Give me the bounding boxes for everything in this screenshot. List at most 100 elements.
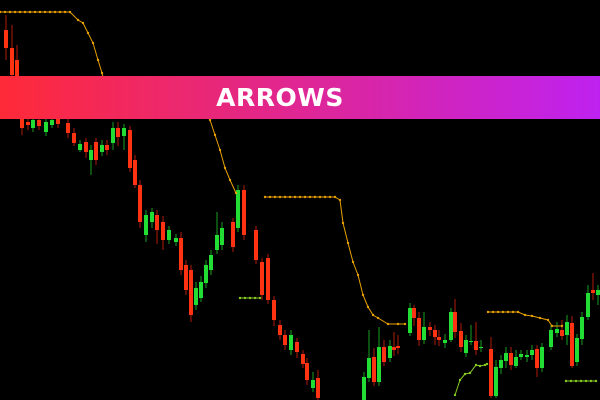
- bull-candle: [204, 265, 208, 283]
- bull-candle: [575, 338, 579, 362]
- trailing-stop-line-dot: [338, 198, 342, 202]
- trailing-stop-line: [0, 11, 107, 91]
- trailing-stop-line-dot: [371, 313, 375, 317]
- trailing-stop-line-dot: [100, 71, 104, 75]
- bear-candle: [26, 122, 30, 125]
- trailing-stop-line-dot: [86, 31, 90, 35]
- trailing-stop-line-dot: [351, 260, 355, 264]
- bear-candle: [412, 308, 416, 318]
- bull-candle: [215, 235, 219, 250]
- bull-candle: [174, 238, 178, 242]
- trailing-stop-line-dot: [268, 195, 272, 199]
- bull-candle: [479, 347, 483, 348]
- trailing-support-line-dot: [463, 372, 467, 376]
- trailing-support-line-dot: [478, 364, 482, 368]
- trailing-stop-line-dot: [538, 316, 542, 320]
- bull-candle: [31, 120, 35, 128]
- bear-candle: [278, 325, 282, 335]
- trailing-support-line-dot: [483, 363, 487, 367]
- bear-candle: [266, 258, 270, 300]
- bear-candle: [560, 330, 564, 336]
- bear-candle: [66, 123, 70, 133]
- trailing-stop-line-dot: [506, 310, 510, 314]
- bear-candle: [128, 130, 132, 168]
- trailing-stop-line-dot: [550, 324, 554, 328]
- bull-candle: [377, 347, 381, 382]
- bear-candle: [591, 290, 595, 293]
- trailing-stop-line-dot: [218, 148, 222, 152]
- bear-candle: [161, 222, 165, 240]
- bear-candle: [260, 262, 264, 295]
- bear-candle: [428, 327, 432, 330]
- trailing-stop-line-dot: [58, 10, 62, 14]
- trailing-stop-line-dot: [501, 310, 505, 314]
- bull-candle: [236, 190, 240, 228]
- bull-candle: [44, 122, 48, 132]
- bull-candle: [596, 290, 600, 295]
- trailing-stop-line: [265, 196, 405, 325]
- bull-candle: [422, 327, 426, 340]
- bear-candle: [37, 120, 41, 126]
- trailing-stop-line-dot: [496, 310, 500, 314]
- bull-candle: [408, 308, 412, 333]
- bull-candle: [362, 377, 366, 400]
- trailing-support-line-dot: [594, 379, 598, 383]
- bull-candle: [194, 288, 198, 305]
- trailing-stop-line-dot: [293, 195, 297, 199]
- trailing-stop-line-dot: [313, 195, 317, 199]
- trailing-stop-line-dot: [396, 322, 400, 326]
- bull-candle: [469, 341, 473, 342]
- bull-candle: [199, 282, 203, 298]
- bear-candle: [133, 160, 137, 185]
- bear-candle: [116, 128, 120, 137]
- bear-candle: [105, 145, 109, 150]
- trailing-stop-line-dot: [91, 41, 95, 45]
- bull-candle: [78, 144, 82, 150]
- bear-candle: [433, 330, 437, 337]
- trailing-stop-line-dot: [213, 133, 217, 137]
- trailing-stop-line-dot: [28, 10, 32, 14]
- trailing-support-line-dot: [243, 296, 247, 300]
- trailing-stop-line-dot: [298, 195, 302, 199]
- trailing-support-line-dot: [468, 371, 472, 375]
- bear-candle: [56, 118, 60, 124]
- trailing-stop-line-dot: [33, 10, 37, 14]
- bull-candle: [150, 212, 154, 222]
- trailing-stop-line-dot: [228, 178, 232, 182]
- trailing-stop-line-dot: [303, 195, 307, 199]
- bear-candle: [372, 357, 376, 382]
- bear-candle: [242, 190, 246, 235]
- trailing-stop-line-dot: [341, 221, 345, 225]
- trailing-support-line-dot: [458, 378, 462, 382]
- bull-candle: [50, 120, 54, 125]
- bull-candle: [494, 367, 498, 396]
- trailing-stop-line-dot: [361, 293, 365, 297]
- bear-candle: [10, 48, 14, 75]
- trailing-stop-line-dot: [346, 241, 350, 245]
- bear-candle: [474, 341, 478, 350]
- trailing-stop-line-dot: [278, 195, 282, 199]
- trailing-support-line-dot: [579, 379, 583, 383]
- banner-title: ARROWS: [216, 83, 344, 112]
- trailing-stop-line-dot: [376, 316, 380, 320]
- bull-candle: [209, 255, 213, 270]
- bear-candle: [295, 342, 299, 352]
- trailing-support-line-dot: [589, 379, 593, 383]
- trailing-stop-line-dot: [48, 10, 52, 14]
- trailing-stop-line-dot: [366, 305, 370, 309]
- bear-candle: [509, 353, 513, 365]
- trailing-support-line-dot: [574, 379, 578, 383]
- bear-candle: [94, 142, 98, 160]
- trailing-stop-line-dot: [23, 10, 27, 14]
- bull-candle: [311, 380, 315, 388]
- bull-candle: [540, 347, 544, 368]
- trailing-stop-line-dot: [0, 10, 2, 14]
- trailing-stop-line-dot: [546, 318, 550, 322]
- trailing-stop-line-dot: [283, 195, 287, 199]
- trailing-support-line-dot: [584, 379, 588, 383]
- bull-candle: [586, 293, 590, 317]
- trailing-stop-line-dot: [43, 10, 47, 14]
- bull-candle: [449, 312, 453, 340]
- trailing-stop-line-dot: [491, 310, 495, 314]
